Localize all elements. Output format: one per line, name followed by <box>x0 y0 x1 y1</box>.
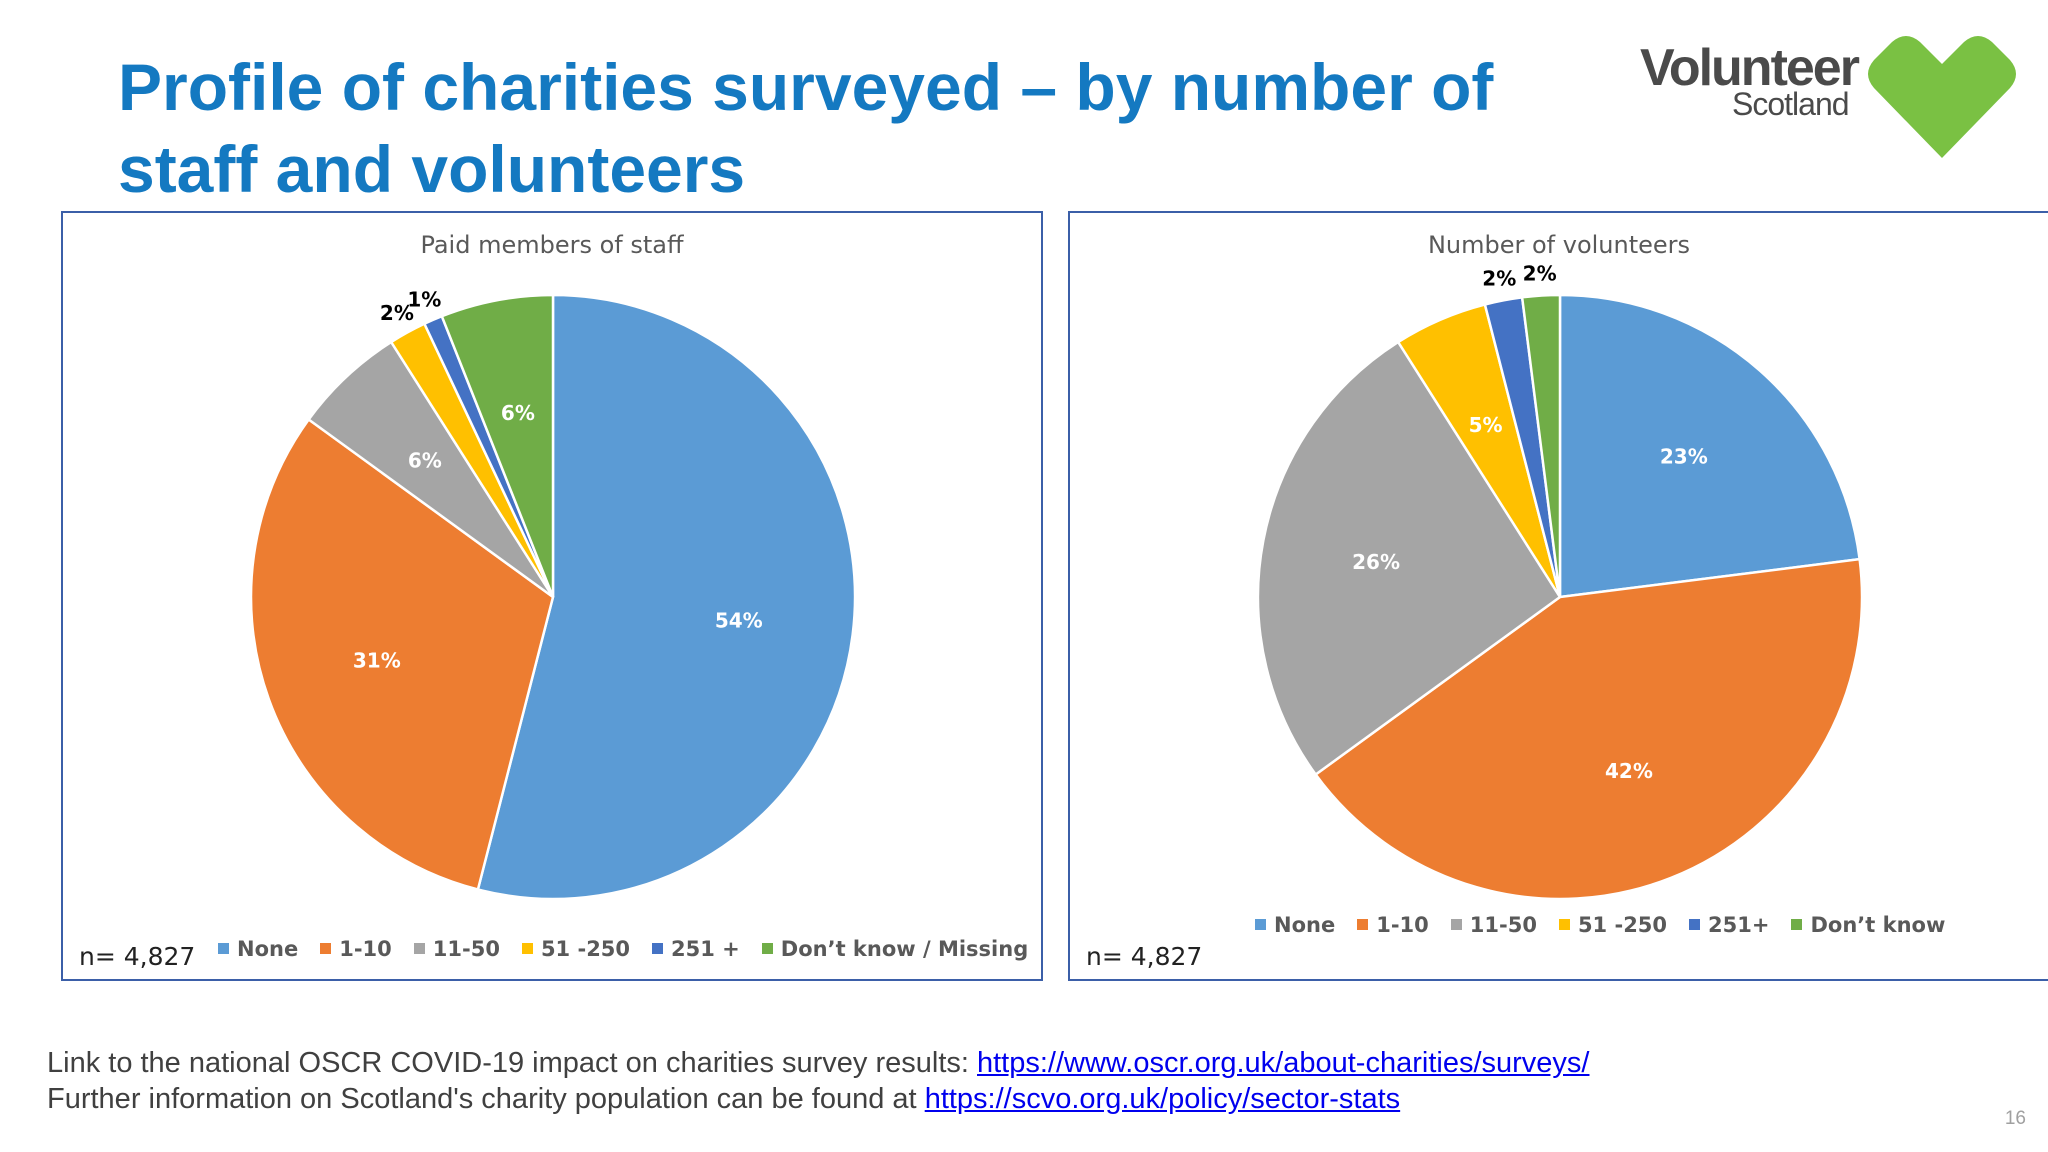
volunteers-legend-swatch <box>1791 918 1803 930</box>
volunteers-chart-legend: None 1-10 11-50 51 -250 251+ Don’t know <box>1255 913 2048 937</box>
slide-title-line1: Profile of charities surveyed – by numbe… <box>118 50 1494 124</box>
volunteers-label-51-250: 5% <box>1469 413 1503 437</box>
staff-slice-none <box>476 293 857 901</box>
staff-chart-legend: None 1-10 11-50 51 -250 251 + Don’t know / Mi… <box>218 937 1041 961</box>
staff-legend-swatch <box>761 942 773 954</box>
footer-line-2-text: Further information on Scotland's charit… <box>47 1083 925 1115</box>
staff-slice-don-t-know-missing <box>440 293 555 598</box>
staff-legend-label: None <box>237 937 299 961</box>
staff-label-don-t-know-missing: 6% <box>501 401 535 425</box>
staff-chart-title: Paid members of staff <box>420 231 684 259</box>
slide-title-line2: staff and volunteers <box>118 132 746 206</box>
volunteers-legend-label: 11-50 <box>1469 913 1537 937</box>
volunteers-legend-item-11-50: 11-50 <box>1450 913 1537 937</box>
footer-line-1: Link to the national OSCR COVID-19 impac… <box>47 1045 1589 1081</box>
volunteers-legend-label: None <box>1274 913 1336 937</box>
staff-legend-label: 11-50 <box>432 937 500 961</box>
page-number: 16 <box>2004 1108 2026 1129</box>
staff-legend-swatch <box>218 942 229 954</box>
staff-legend-item-251: 251 + <box>652 937 740 961</box>
staff-legend-label: Don’t know / Missing <box>780 937 1029 961</box>
staff-slice-1-10 <box>249 417 555 892</box>
volunteers-legend-swatch <box>1255 918 1266 930</box>
oscr-survey-link[interactable]: https://www.oscr.org.uk/about-charities/… <box>977 1047 1590 1079</box>
volunteers-legend-label: Don’t know <box>1810 913 1946 937</box>
staff-legend-label: 51 -250 <box>540 937 631 961</box>
volunteers-legend-swatch <box>1689 918 1701 930</box>
volunteers-label-11-50: 26% <box>1352 550 1400 574</box>
staff-legend-swatch <box>413 942 425 954</box>
staff-label-251: 1% <box>407 288 441 312</box>
volunteers-legend-label: 251+ <box>1708 913 1770 937</box>
volunteers-slice-don-t-know <box>1520 293 1562 598</box>
logo-word-volunteer: Volunteer <box>1640 39 1860 97</box>
volunteers-legend-item-don-t-know: Don’t know <box>1791 913 1945 937</box>
volunteers-legend-item-51-250: 51 -250 <box>1558 913 1668 937</box>
volunteers-chart-panel: Number of volunteers 23% 42% 26% 5% 2% 2% Non… <box>1068 211 2048 981</box>
staff-legend-swatch <box>652 942 664 954</box>
staff-pie-chart: 54% 31% 6% 2%1% 6% <box>249 288 857 901</box>
footer-notes: Link to the national OSCR COVID-19 impac… <box>47 1045 1589 1117</box>
logo-word-scotland: Scotland <box>1732 86 1850 122</box>
staff-sample-size: n= 4,827 <box>79 942 196 971</box>
volunteers-chart-title: Number of volunteers <box>1427 231 1691 259</box>
volunteers-label-251: 2% <box>1482 267 1516 291</box>
staff-legend-item-don-t-know-missing: Don’t know / Missing <box>761 937 1029 961</box>
staff-legend-item-11-50: 11-50 <box>413 937 500 961</box>
staff-label-none: 54% <box>715 608 763 632</box>
footer-line-1-text: Link to the national OSCR COVID-19 impac… <box>47 1047 977 1079</box>
volunteers-slice-11-50 <box>1256 340 1562 777</box>
volunteers-legend-swatch <box>1450 918 1462 930</box>
heart-icon <box>1868 36 2016 158</box>
staff-legend-item-51-250: 51 -250 <box>521 937 631 961</box>
staff-legend-item-1-10: 1-10 <box>320 937 392 961</box>
staff-label-11-50: 6% <box>408 449 442 473</box>
volunteers-label-none: 23% <box>1660 445 1708 469</box>
volunteers-legend-item-1-10: 1-10 <box>1357 913 1429 937</box>
staff-label-1-10: 31% <box>353 648 401 672</box>
volunteers-legend-item-251: 251+ <box>1689 913 1769 937</box>
staff-chart-panel: Paid members of staff 54% 31% 6% 2% 1% 6% Non… <box>61 211 1043 981</box>
volunteers-legend-label: 51 -250 <box>1577 913 1668 937</box>
slide-title: Profile of charities surveyed – by numbe… <box>118 46 1618 210</box>
staff-label-51-250: 2% <box>380 301 414 325</box>
volunteers-legend-label: 1-10 <box>1376 913 1429 937</box>
staff-legend-swatch <box>320 942 332 954</box>
staff-legend-label: 251 + <box>671 937 740 961</box>
staff-legend-swatch <box>521 942 533 954</box>
volunteers-label-1-10: 42% <box>1605 759 1653 783</box>
footer-line-2: Further information on Scotland's charit… <box>47 1081 1589 1117</box>
volunteers-legend-item-none: None <box>1255 913 1335 937</box>
staff-legend-item-none: None <box>218 937 298 961</box>
volunteers-legend-swatch <box>1357 918 1369 930</box>
volunteers-slice-1-10 <box>1313 557 1864 901</box>
volunteer-scotland-logo: Volunteer Scotland <box>1640 30 2030 170</box>
volunteers-label-don-t-know: 2% <box>1523 262 1557 286</box>
volunteers-sample-size: n= 4,827 <box>1086 942 1203 971</box>
volunteers-slice-none <box>1558 293 1862 599</box>
scvo-sector-stats-link[interactable]: https://scvo.org.uk/policy/sector-stats <box>924 1083 1401 1115</box>
volunteers-pie-chart: 23% 42% 26% 5% 2% 2% <box>1256 262 1864 901</box>
volunteers-legend-swatch <box>1558 918 1570 930</box>
staff-legend-label: 1-10 <box>339 937 392 961</box>
